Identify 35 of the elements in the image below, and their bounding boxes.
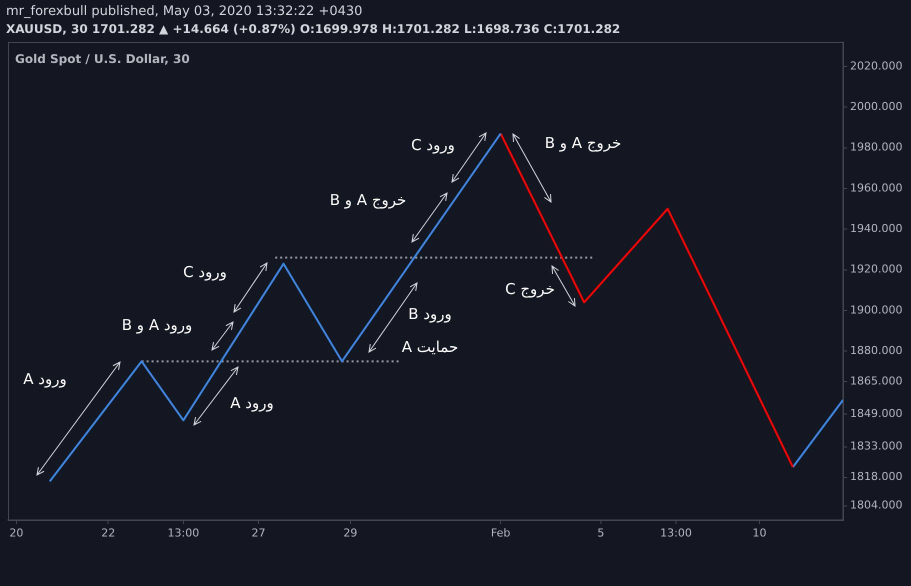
annotation: حمایت A [400, 338, 460, 356]
y-tick-label: 1920.000 [850, 262, 902, 276]
y-tick-label: 2000.000 [850, 100, 902, 113]
annotation: ورود C [410, 136, 456, 154]
y-tick-label: 1818.000 [850, 470, 902, 484]
annotation: ورود A [22, 370, 68, 388]
chart-title: mr_forexbull published, May 03, 2020 13:32:22 +0430 [6, 4, 362, 19]
y-tick-label: 1940.000 [850, 222, 902, 235]
x-tick-label: 20 [9, 526, 24, 540]
y-tick-label: 1804.000 [850, 498, 902, 512]
x-tick-label: 13:00 [660, 526, 692, 540]
y-tick-label: 1960.000 [850, 181, 902, 194]
annotation: ورود C [182, 263, 228, 281]
y-tick-label: 1833.000 [850, 440, 902, 453]
y-tick-label: 1900.000 [850, 303, 902, 316]
y-tick-label: 2020.000 [850, 59, 902, 72]
x-tick-label: 5 [597, 526, 604, 540]
annotation: خروج C [504, 280, 556, 298]
y-tick-label: 1865.000 [850, 374, 902, 388]
x-tick-label: 10 [752, 526, 766, 540]
annotation: ورود A و B [120, 316, 194, 334]
x-tick-label: 13:00 [168, 526, 200, 540]
annotation: خروج A و B [544, 134, 622, 152]
annotation: Gold Spot / U.S. Dollar, 30 [15, 52, 190, 66]
annotation: ورود B [407, 305, 453, 323]
x-tick-label: Feb [490, 526, 510, 540]
x-tick-label: 27 [252, 526, 266, 540]
x-tick-label: 22 [101, 526, 116, 540]
y-tick-label: 1880.000 [850, 344, 902, 358]
annotation: خروج A و B [328, 191, 408, 209]
annotation: ورود A [229, 394, 275, 412]
y-tick-label: 1849.000 [850, 407, 902, 420]
y-tick-label: 1980.000 [850, 140, 902, 154]
chart-subtitle: XAUUSD, 30 1701.282 ▲ +14.664 (+0.87%) O:1699.978 H:1701.282 L:1698.736 C:1701.282 [6, 22, 620, 36]
x-tick-label: 29 [343, 526, 358, 540]
